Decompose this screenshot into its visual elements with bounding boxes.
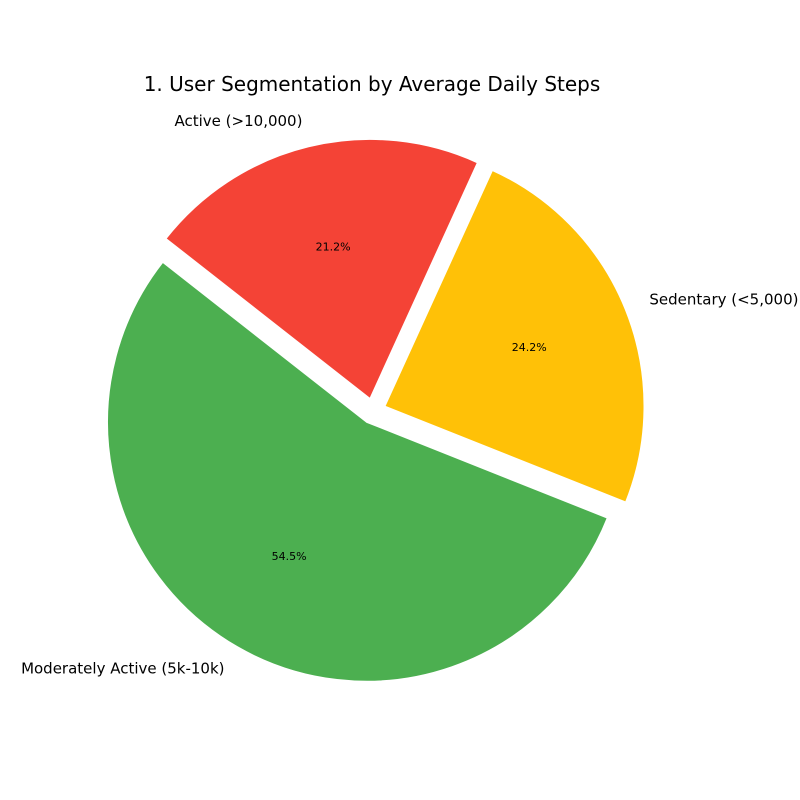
slice-percent-sedentary-5-000: 24.2% [512, 341, 547, 354]
slice-label-moderately-active-5k-10k: Moderately Active (5k-10k) [21, 660, 224, 678]
slice-percent-moderately-active-5k-10k: 54.5% [272, 550, 307, 563]
pie-slice-moderately-active-5k-10k [107, 261, 608, 682]
slice-label-active-10-000: Active (>10,000) [175, 112, 303, 130]
slice-percent-active-10-000: 21.2% [316, 240, 351, 253]
pie-slice-sedentary-5-000 [384, 169, 645, 503]
slice-label-sedentary-5-000: Sedentary (<5,000) [649, 290, 798, 308]
slices-layer [107, 138, 645, 682]
pie-slice-active-10-000 [165, 138, 479, 400]
labels-layer: Sedentary (<5,000) 24.2% Moderately Active… [21, 112, 798, 678]
chart-title: 1. User Segmentation by Average Daily St… [144, 72, 601, 96]
